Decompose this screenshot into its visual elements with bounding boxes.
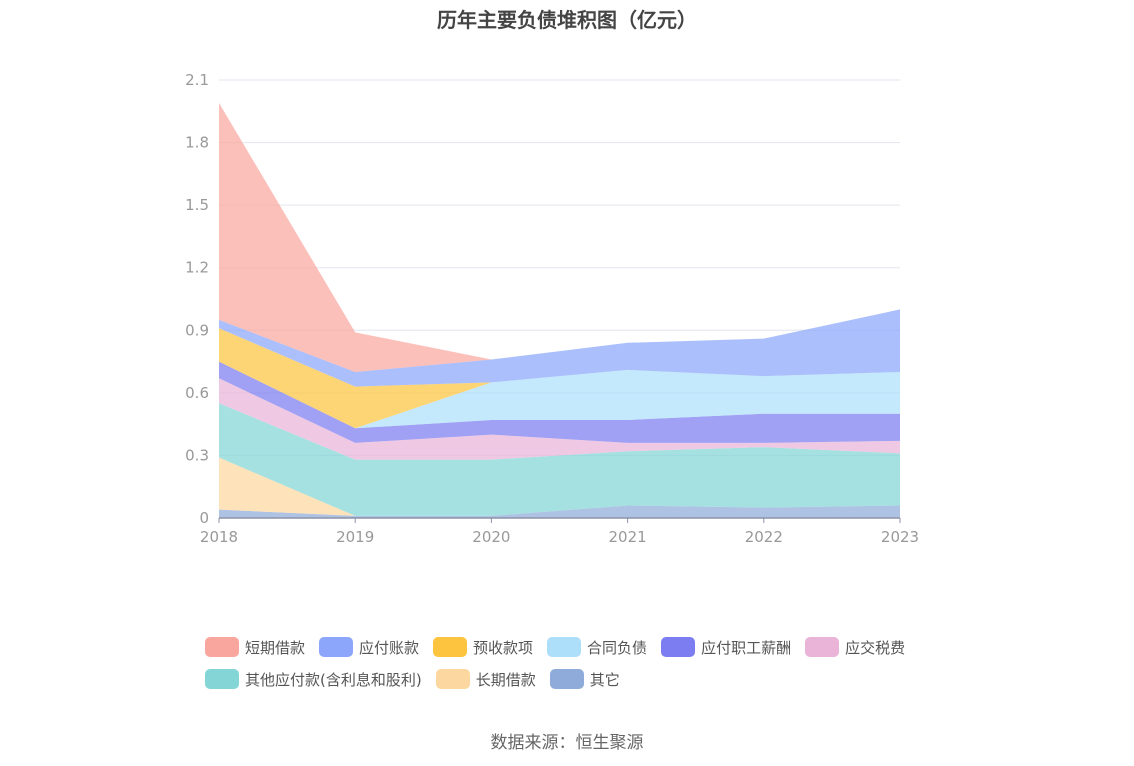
legend-item[interactable]: 其它 bbox=[549, 669, 620, 690]
y-tick-label: 0 bbox=[199, 509, 209, 527]
legend-item[interactable]: 长期借款 bbox=[435, 669, 536, 690]
area-series-2[interactable] bbox=[219, 403, 900, 516]
legend-item[interactable]: 应交税费 bbox=[805, 637, 905, 658]
x-tick-label: 2021 bbox=[609, 528, 647, 546]
area-series-8[interactable] bbox=[219, 102, 900, 372]
legend-item[interactable]: 应付职工薪酬 bbox=[661, 637, 791, 658]
legend-swatch bbox=[805, 637, 840, 657]
legend-item[interactable]: 预收款项 bbox=[433, 637, 533, 658]
area-series-0[interactable] bbox=[219, 505, 900, 518]
legend-swatch bbox=[433, 637, 468, 657]
legend-swatch bbox=[205, 669, 239, 689]
legend-label: 其它 bbox=[589, 670, 620, 689]
y-tick-label: 1.8 bbox=[185, 134, 209, 152]
area-series-4[interactable] bbox=[219, 361, 900, 443]
legend-swatch bbox=[547, 637, 582, 657]
y-tick-label: 2.1 bbox=[185, 71, 209, 89]
legend: 短期借款 应付账款 预收款项 合同负债 应付职工薪酬 应交税费其他应付款(含利息和股利) 长… bbox=[205, 631, 965, 695]
legend-row: 短期借款 应付账款 预收款项 合同负债 应付职工薪酬 应交税费 bbox=[205, 631, 965, 663]
y-tick-label: 1.2 bbox=[185, 259, 209, 277]
x-tick-label: 2018 bbox=[200, 528, 238, 546]
legend-label: 应交税费 bbox=[845, 638, 906, 657]
area-series-3[interactable] bbox=[219, 378, 900, 460]
legend-item[interactable]: 合同负债 bbox=[547, 637, 647, 658]
stacked-area-chart: 0 0.3 0.6 0.9 1.2 1.5 1.8 2.1 2018 2019 2020 2021 20… bbox=[185, 71, 919, 546]
legend-item[interactable]: 短期借款 bbox=[205, 637, 305, 658]
y-tick-label: 0.6 bbox=[185, 384, 209, 402]
axes: 0 0.3 0.6 0.9 1.2 1.5 1.8 2.1 2018 2019 2020 2021 20… bbox=[185, 71, 919, 546]
legend-swatch bbox=[319, 637, 354, 657]
legend-label: 应付账款 bbox=[359, 638, 420, 657]
area-series-5[interactable] bbox=[219, 361, 900, 429]
chart-title: 历年主要负债堆积图（亿元） bbox=[437, 8, 697, 32]
legend-label: 其他应付款(含利息和股利) bbox=[245, 670, 422, 689]
x-tick-label: 2022 bbox=[745, 528, 783, 546]
legend-label: 短期借款 bbox=[245, 638, 306, 657]
legend-swatch bbox=[661, 637, 696, 657]
y-tick-label: 0.3 bbox=[185, 446, 209, 464]
legend-row: 其他应付款(含利息和股利) 长期借款 其它 bbox=[205, 663, 965, 695]
y-tick-label: 0.9 bbox=[185, 321, 209, 339]
x-tick-label: 2020 bbox=[472, 528, 510, 546]
y-tick-label: 1.5 bbox=[185, 196, 209, 214]
legend-swatch bbox=[549, 669, 584, 689]
legend-label: 应付职工薪酬 bbox=[701, 638, 792, 657]
legend-item[interactable]: 其他应付款(含利息和股利) bbox=[205, 669, 422, 690]
x-tick-label: 2019 bbox=[336, 528, 374, 546]
legend-item[interactable]: 应付账款 bbox=[319, 637, 419, 658]
legend-label: 长期借款 bbox=[475, 670, 536, 689]
area-series bbox=[219, 102, 900, 518]
area-series-6[interactable] bbox=[219, 328, 900, 429]
legend-label: 合同负债 bbox=[587, 638, 648, 657]
legend-label: 预收款项 bbox=[473, 638, 534, 657]
area-series-7[interactable] bbox=[219, 309, 900, 387]
source-note: 数据来源：恒生聚源 bbox=[490, 733, 644, 753]
x-tick-label: 2023 bbox=[881, 528, 919, 546]
area-series-1[interactable] bbox=[219, 457, 900, 516]
legend-swatch bbox=[435, 669, 470, 689]
legend-swatch bbox=[205, 637, 239, 657]
